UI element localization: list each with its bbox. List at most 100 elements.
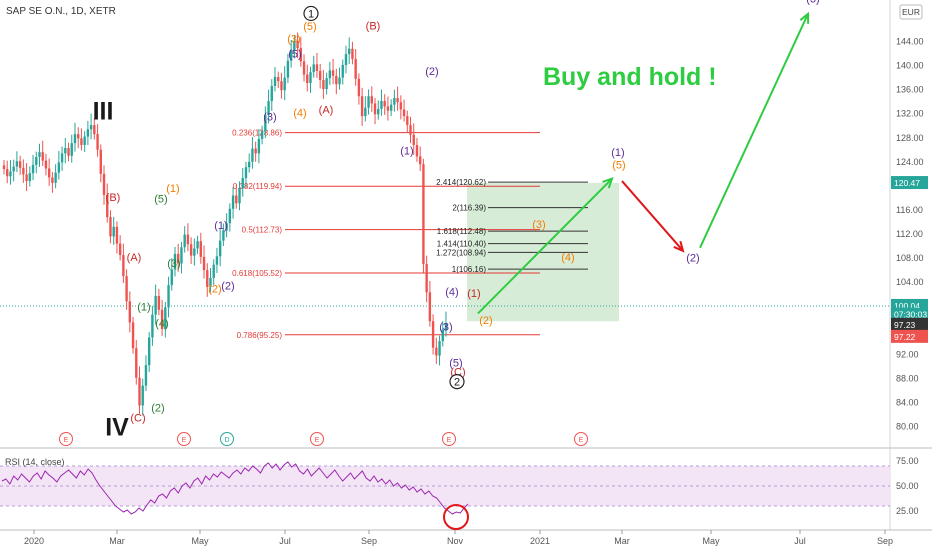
wave-label: (2): [686, 253, 699, 265]
rsi-pane[interactable]: 75.00 50.00 25.00: [0, 456, 919, 530]
candle-body: [260, 131, 264, 139]
price-badge-label: 100.04: [894, 301, 920, 311]
price-axis[interactable]: 144.00 140.00 136.00 132.00 128.00 124.00 116.…: [891, 37, 928, 432]
wave-label: (5): [449, 357, 462, 369]
candle-body: [296, 40, 299, 49]
candle-body: [196, 241, 199, 249]
candle: [180, 241, 183, 274]
candle: [254, 141, 257, 162]
time-tick: Mar: [614, 536, 630, 546]
candle: [193, 238, 196, 266]
candle: [70, 134, 73, 163]
candle-body: [370, 96, 373, 104]
candle-body: [383, 101, 386, 107]
projection-arrow-down: [621, 180, 684, 252]
event-marker[interactable]: E: [59, 432, 73, 446]
candle-body: [212, 264, 215, 278]
candle: [441, 321, 444, 347]
candle: [167, 276, 170, 318]
candle: [377, 100, 380, 120]
candle: [235, 184, 238, 209]
candle-body: [283, 77, 286, 91]
candle: [409, 116, 412, 144]
candle: [241, 168, 244, 197]
candle: [244, 161, 248, 188]
candle-body: [393, 98, 396, 105]
candle-body: [251, 148, 254, 162]
event-marker[interactable]: E: [574, 432, 588, 446]
candle-body: [128, 301, 132, 323]
currency-badge[interactable]: EUR: [899, 4, 923, 20]
candle-body: [302, 61, 306, 75]
candle: [357, 73, 361, 105]
event-marker[interactable]: D: [220, 432, 234, 446]
candle-body: [15, 161, 19, 167]
candle: [422, 158, 425, 273]
candle: [99, 144, 102, 183]
candle-body: [325, 78, 328, 90]
candle: [360, 87, 364, 127]
candle-body: [167, 285, 170, 308]
candle-body: [441, 329, 444, 342]
buy-and-hold-annotation: Buy and hold !: [543, 63, 717, 91]
candle: [418, 146, 422, 172]
fib-extension-label: 2.414(120.62): [436, 178, 486, 187]
candle: [415, 138, 419, 162]
candle: [118, 235, 122, 261]
candle-body: [406, 116, 409, 126]
candle-body: [267, 101, 270, 115]
rsi-tick: 75.00: [896, 456, 919, 466]
candle: [96, 124, 99, 157]
candle: [64, 138, 67, 164]
candle: [228, 203, 232, 232]
event-marker-label: E: [579, 437, 584, 444]
wave-label: 2: [454, 377, 460, 389]
candle-body: [180, 247, 183, 264]
time-axis[interactable]: 2020 Mar May Jul Sep Nov 2021 Mar May Jul Sep: [24, 530, 893, 546]
wave-label: (C): [130, 413, 145, 425]
candle: [286, 53, 290, 84]
candle: [173, 246, 177, 277]
candle: [54, 164, 57, 189]
candle-body: [273, 76, 277, 87]
wave-label: (4): [561, 252, 574, 264]
candle: [412, 123, 415, 155]
candle-body: [338, 77, 341, 85]
candle: [367, 89, 370, 115]
candle-body: [412, 134, 415, 145]
candle-body: [86, 129, 90, 137]
time-tick: Jul: [279, 536, 291, 546]
price-badge: [891, 317, 928, 331]
candle-body: [357, 78, 361, 97]
candle-body: [64, 147, 67, 154]
price-tick: 144.00: [896, 37, 924, 47]
candle-body: [254, 148, 257, 154]
candle-body: [89, 125, 93, 130]
candle-body: [160, 309, 164, 330]
candle: [283, 66, 286, 101]
price-badge: [891, 329, 928, 343]
price-badge-label: 97.22: [894, 332, 916, 342]
price-pane[interactable]: 0.236(128.86) 0.382(119.94) 0.5(112.73) 0.6…: [0, 0, 932, 531]
fib-extension-label: 2(116.39): [452, 204, 486, 213]
candle-body: [428, 292, 432, 322]
wave-label: (1): [400, 146, 413, 158]
wave-label: (1): [467, 288, 480, 300]
event-marker[interactable]: E: [177, 432, 191, 446]
event-marker[interactable]: E: [310, 432, 324, 446]
candle-body: [183, 234, 186, 248]
candle-body: [367, 96, 370, 108]
fib-extension-label: 1.272(108.94): [436, 248, 486, 257]
candle-body: [51, 177, 54, 183]
candle: [212, 259, 215, 285]
event-marker[interactable]: E: [442, 432, 456, 446]
candle: [9, 160, 12, 185]
candle-body: [154, 295, 157, 315]
candle: [196, 235, 199, 254]
candle: [80, 128, 83, 151]
candle-body: [93, 125, 96, 135]
candle: [6, 160, 9, 184]
price-badge: [891, 176, 928, 190]
candle: [160, 299, 164, 336]
